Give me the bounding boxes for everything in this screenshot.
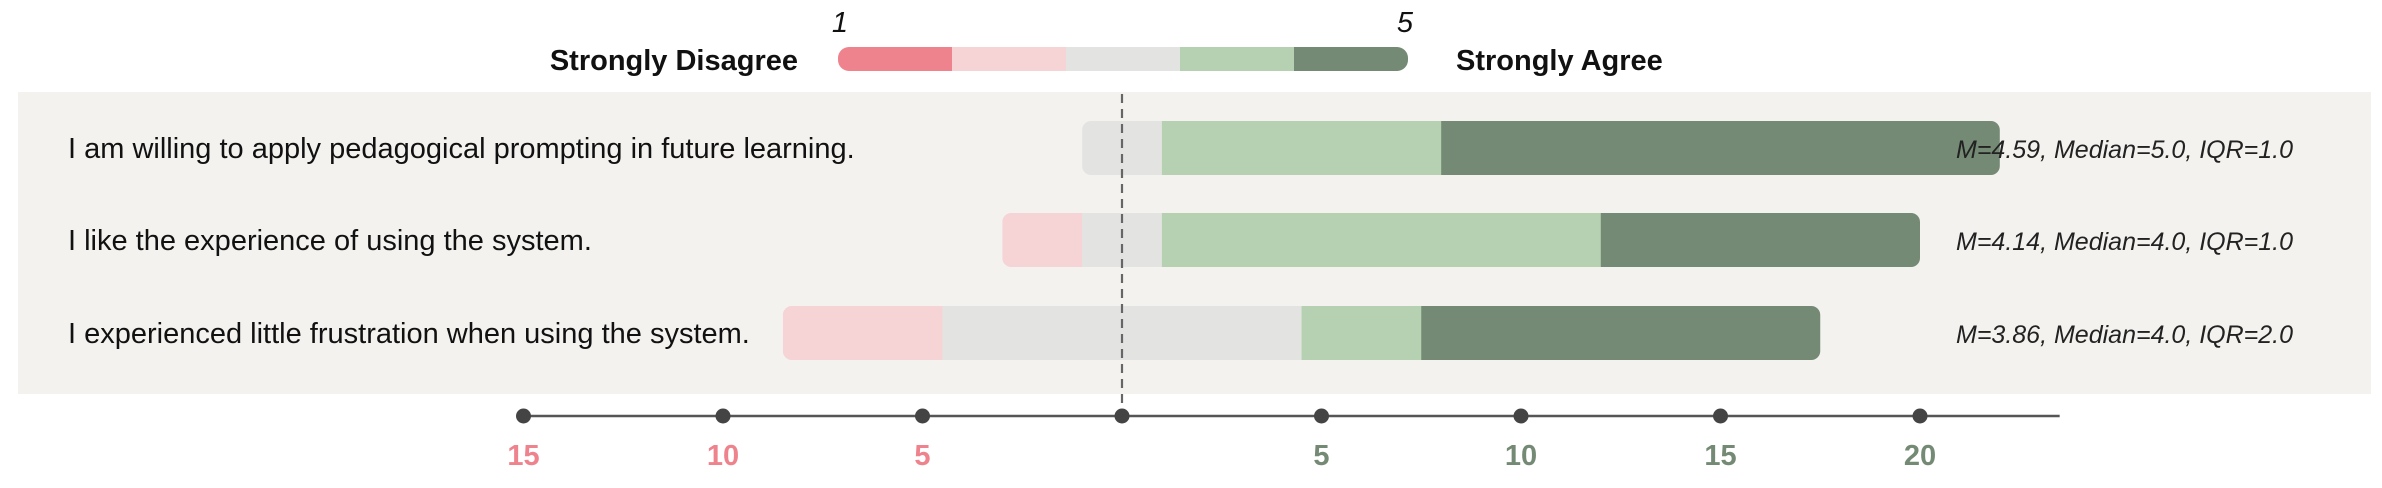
bar-segment-3-level-4 bbox=[1301, 306, 1422, 360]
legend: Strongly Disagree 1 5 Strongly Agree bbox=[550, 7, 1663, 77]
item-label-3: I experienced little frustration when us… bbox=[68, 318, 750, 350]
legend-swatch-1 bbox=[838, 47, 953, 71]
legend-swatch-3 bbox=[1066, 47, 1181, 71]
item-label-2: I like the experience of using the syste… bbox=[68, 225, 592, 257]
x-tick-label: 5 bbox=[1313, 440, 1329, 472]
x-tick-label: 20 bbox=[1904, 440, 1936, 472]
bar-row-3 bbox=[782, 306, 1821, 360]
legend-color-scale bbox=[838, 47, 1408, 71]
item-stats-3: M=3.86, Median=4.0, IQR=2.0 bbox=[1956, 321, 2293, 349]
bars-layer bbox=[782, 94, 2000, 416]
legend-max-label: 5 bbox=[1397, 7, 1414, 39]
legend-swatch-2 bbox=[952, 47, 1067, 71]
x-tick-dot bbox=[1912, 408, 1928, 424]
x-tick-label: 15 bbox=[507, 440, 539, 472]
item-stats-1: M=4.59, Median=5.0, IQR=1.0 bbox=[1956, 136, 2293, 164]
bar-row-1 bbox=[1082, 121, 2000, 175]
x-tick-dot bbox=[1114, 408, 1130, 424]
legend-swatch-5 bbox=[1294, 47, 1408, 71]
x-axis: 15 10 5 5 10 15 20 bbox=[507, 408, 2060, 472]
bar-segment-1-level-5 bbox=[1441, 121, 2000, 175]
labels-layer: I am willing to apply pedagogical prompt… bbox=[68, 133, 2293, 350]
bar-segment-1-level-4 bbox=[1161, 121, 1442, 175]
x-tick-label: 5 bbox=[914, 440, 930, 472]
bar-segment-2-level-5 bbox=[1600, 213, 1920, 267]
bar-row-2 bbox=[1002, 213, 1920, 267]
legend-left-label: Strongly Disagree bbox=[550, 45, 798, 77]
bar-segment-3-level-2 bbox=[782, 306, 944, 360]
item-label-1: I am willing to apply pedagogical prompt… bbox=[68, 133, 855, 165]
bar-segment-2-level-4 bbox=[1161, 213, 1602, 267]
legend-min-label: 1 bbox=[832, 7, 848, 39]
x-tick-dot bbox=[1314, 408, 1329, 424]
item-stats-2: M=4.14, Median=4.0, IQR=1.0 bbox=[1956, 228, 2293, 256]
x-tick-label: 10 bbox=[1505, 440, 1537, 472]
x-tick-label: 10 bbox=[707, 440, 739, 472]
bar-segment-2-level-2 bbox=[1002, 213, 1083, 267]
x-tick-dot bbox=[1713, 408, 1728, 424]
x-tick-label: 15 bbox=[1704, 440, 1736, 472]
x-tick-dot bbox=[715, 408, 731, 424]
x-tick-dot bbox=[516, 408, 531, 424]
bar-segment-3-level-5 bbox=[1421, 306, 1821, 360]
legend-right-label: Strongly Agree bbox=[1456, 45, 1663, 77]
legend-swatch-4 bbox=[1180, 47, 1295, 71]
x-tick-dot bbox=[1513, 408, 1529, 424]
x-tick-dot bbox=[915, 408, 930, 424]
